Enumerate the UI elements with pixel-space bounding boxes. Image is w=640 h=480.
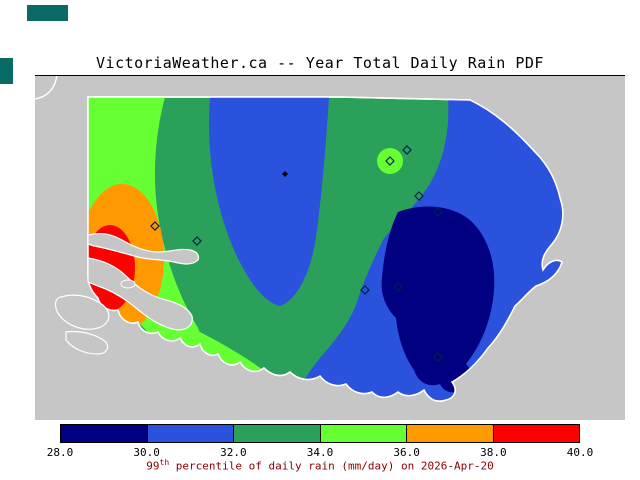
caption-prefix: 99	[146, 459, 160, 473]
map-title: VictoriaWeather.ca -- Year Total Daily R…	[96, 54, 544, 72]
station-marker-icon	[402, 145, 412, 155]
colorbar-caption: 99th percentile of daily rain (mm/day) o…	[0, 458, 640, 473]
colorbar-segment	[147, 425, 234, 442]
harbour-island	[120, 279, 136, 289]
colorbar-tick-label: 34.0	[306, 446, 334, 459]
station-marker-icon	[282, 171, 288, 177]
coastline-fragment	[34, 74, 58, 100]
colorbar-segment	[493, 425, 579, 442]
contour-30-32-north	[209, 97, 329, 306]
colorbar-tick-label: 28.0	[46, 446, 74, 459]
colorbar-segment	[61, 425, 148, 442]
page-edge-artifact	[0, 58, 13, 84]
station-marker-icon	[257, 218, 269, 230]
colorbar-segment	[320, 425, 407, 442]
station-marker-icon	[393, 282, 403, 292]
offshore-land	[54, 294, 110, 330]
caption-sup: th	[159, 458, 170, 467]
contour-28-30	[381, 206, 495, 393]
station-marker-icon	[414, 191, 424, 201]
colorbar	[60, 424, 580, 443]
caption-rest: percentile of daily rain (mm/day) on 202…	[169, 459, 494, 473]
station-marker-icon	[150, 221, 160, 231]
inlet-harbour	[87, 257, 193, 331]
colorbar-segment	[234, 425, 321, 442]
station-markers	[150, 145, 443, 362]
page-edge-artifact	[27, 5, 68, 21]
station-marker-icon	[385, 156, 395, 166]
contour-34-36-spot	[377, 148, 403, 174]
colorbar-tick-label: 32.0	[220, 446, 247, 459]
colorbar-tick-label: 36.0	[393, 446, 420, 459]
colorbar-tick-label: 30.0	[133, 446, 160, 459]
station-marker-icon	[433, 207, 443, 217]
inlet-channel	[87, 233, 200, 265]
station-marker-icon	[433, 352, 443, 362]
offshore-land	[65, 330, 109, 355]
station-marker-icon	[192, 236, 202, 246]
station-marker-icon	[360, 285, 370, 295]
colorbar-tick-label: 38.0	[480, 446, 507, 459]
colorbar-segment	[407, 425, 494, 442]
colorbar-tick-label: 40.0	[566, 446, 594, 459]
